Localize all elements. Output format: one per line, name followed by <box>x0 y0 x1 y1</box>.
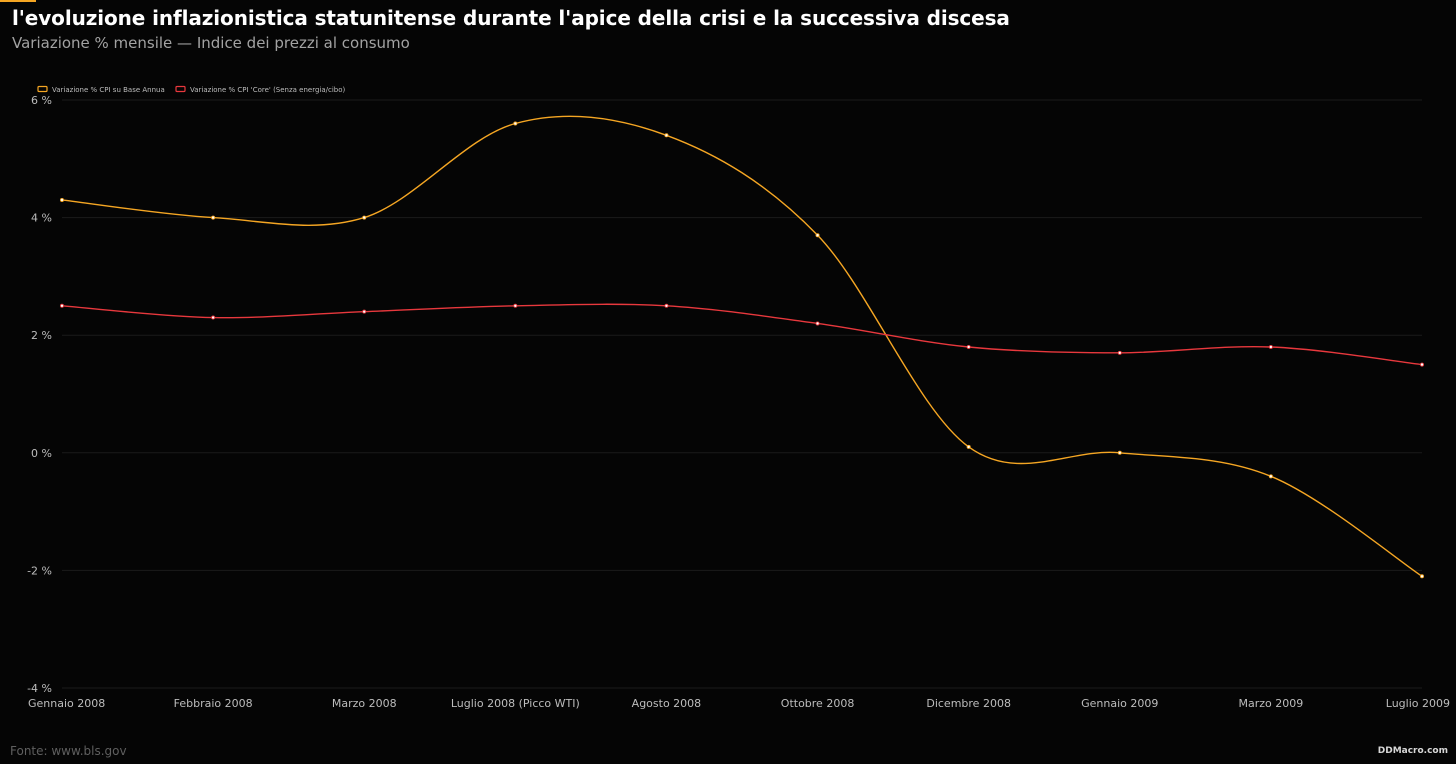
data-point <box>815 233 820 238</box>
data-point <box>664 303 669 308</box>
y-tick-label: 4 % <box>31 212 52 225</box>
data-point <box>815 321 820 326</box>
data-point <box>1268 474 1273 479</box>
chart-subtitle: Variazione % mensile — Indice dei prezzi… <box>12 34 410 52</box>
data-point <box>362 309 367 314</box>
data-point <box>60 303 65 308</box>
y-tick-label: 0 % <box>31 447 52 460</box>
data-point <box>1117 350 1122 355</box>
data-point <box>211 315 216 320</box>
data-point <box>362 215 367 220</box>
series-line <box>61 303 1423 366</box>
series-1 <box>60 115 1425 579</box>
y-tick-label: 2 % <box>31 329 52 342</box>
data-point <box>1420 362 1425 367</box>
brand-label: DDMacro.com <box>1377 746 1448 756</box>
legend-label: Variazione % CPI 'Core' (Senza energia/c… <box>190 86 346 94</box>
legend-label: Variazione % CPI su Base Annua <box>52 86 165 94</box>
data-point <box>513 121 518 126</box>
x-tick-label: Febbraio 2008 <box>174 697 253 710</box>
legend-swatch <box>175 85 186 93</box>
x-tick-label: Marzo 2009 <box>1239 697 1304 710</box>
x-tick-label: Agosto 2008 <box>632 697 702 710</box>
series-2 <box>60 303 1425 367</box>
data-point <box>664 133 669 138</box>
x-tick-label: Dicembre 2008 <box>926 697 1011 710</box>
data-point <box>211 215 216 220</box>
y-tick-label: -2 % <box>27 564 52 577</box>
grid-lines <box>62 99 1422 689</box>
data-point <box>1268 344 1273 349</box>
x-tick-label: Luglio 2008 (Picco WTI) <box>451 697 580 710</box>
legend-swatch <box>37 85 48 93</box>
x-tick-label: Marzo 2008 <box>332 697 397 710</box>
series-line <box>61 115 1423 577</box>
y-tick-label: 6 % <box>31 94 52 107</box>
chart-title: l'evoluzione inflazionistica statunitens… <box>12 6 1010 30</box>
data-point <box>966 444 971 449</box>
y-tick-label: -4 % <box>27 682 52 695</box>
x-tick-label: Gennaio 2009 <box>1081 697 1158 710</box>
legend: Variazione % CPI su Base Annua Variazione… <box>37 85 346 94</box>
source-note: Fonte: www.bls.gov <box>10 744 127 758</box>
x-tick-label: Gennaio 2008 <box>28 697 105 710</box>
data-point <box>513 303 518 308</box>
data-point <box>1117 450 1122 455</box>
data-point <box>1420 574 1425 579</box>
x-tick-label: Luglio 2009 <box>1386 697 1450 710</box>
data-point <box>60 197 65 202</box>
y-axis: 6 % 4 % 2 % 0 % -2 % -4 % <box>27 94 52 695</box>
data-point <box>966 344 971 349</box>
x-tick-label: Ottobre 2008 <box>781 697 855 710</box>
accent-bar <box>0 0 36 2</box>
x-axis: Gennaio 2008 Febbraio 2008 Marzo 2008 Lugli… <box>28 697 1450 710</box>
